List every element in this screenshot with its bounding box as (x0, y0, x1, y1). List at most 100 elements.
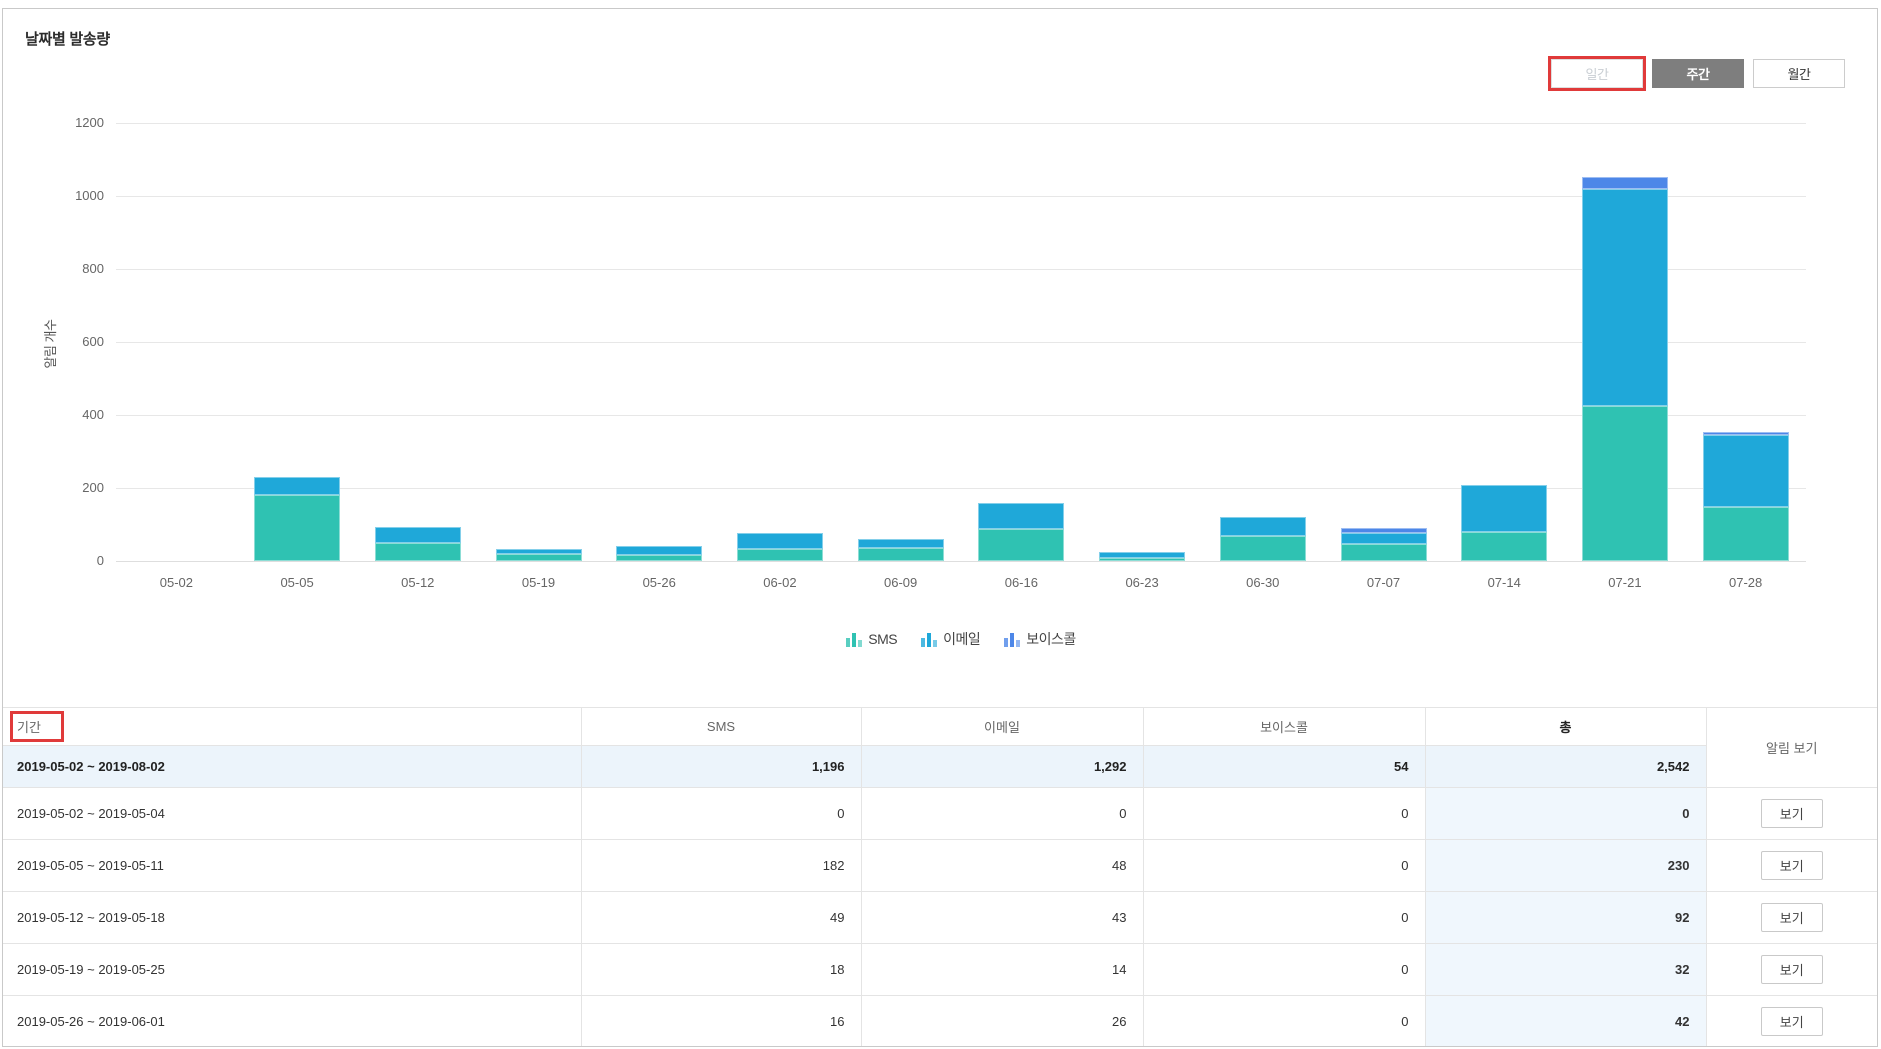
y-tick-label: 1000 (58, 188, 104, 203)
total-voice: 54 (1143, 746, 1425, 788)
bar-segment-이메일 (254, 477, 340, 495)
table-row: 2019-05-26 ~ 2019-06-011626042보기 (3, 996, 1877, 1048)
bar-07-07 (1341, 528, 1427, 561)
bar-05-19 (496, 549, 582, 561)
cell-total: 32 (1425, 944, 1706, 996)
cell-view: 보기 (1706, 840, 1877, 892)
bar-chart-icon (1004, 632, 1020, 647)
bar-segment-SMS (1341, 544, 1427, 561)
bar-06-02 (737, 533, 823, 561)
bar-chart-icon (846, 632, 862, 647)
bar-segment-SMS (978, 529, 1064, 561)
bar-06-23 (1099, 552, 1185, 561)
cell-voice: 0 (1143, 840, 1425, 892)
x-tick-label: 06-30 (1202, 575, 1323, 590)
cell-total: 0 (1425, 788, 1706, 840)
cell-total: 230 (1425, 840, 1706, 892)
gridline-400 (116, 415, 1806, 416)
table-header-row: 기간 SMS 이메일 보이스콜 총 알림 보기 (3, 708, 1877, 746)
header-voice: 보이스콜 (1143, 708, 1425, 746)
gridline-800 (116, 269, 1806, 270)
bar-segment-SMS (737, 549, 823, 561)
header-total: 총 (1425, 708, 1706, 746)
legend-item-보이스콜[interactable]: 보이스콜 (1004, 629, 1076, 649)
y-tick-label: 600 (58, 334, 104, 349)
x-tick-label: 06-16 (961, 575, 1082, 590)
x-tick-label: 06-23 (1082, 575, 1203, 590)
cell-voice: 0 (1143, 944, 1425, 996)
y-tick-label: 400 (58, 407, 104, 422)
header-email: 이메일 (861, 708, 1143, 746)
x-tick-label: 07-07 (1323, 575, 1444, 590)
x-tick-label: 06-09 (840, 575, 961, 590)
x-tick-label: 05-26 (599, 575, 720, 590)
table-body: 2019-05-02 ~ 2019-05-040000보기2019-05-05 … (3, 788, 1877, 1048)
bar-segment-SMS (1461, 532, 1547, 561)
bar-segment-SMS (1703, 507, 1789, 561)
cell-sms: 18 (581, 944, 861, 996)
cell-email: 0 (861, 788, 1143, 840)
bar-segment-SMS (496, 554, 582, 561)
view-button[interactable]: 보기 (1761, 903, 1823, 932)
legend-item-이메일[interactable]: 이메일 (921, 629, 980, 649)
table-row: 2019-05-05 ~ 2019-05-11182480230보기 (3, 840, 1877, 892)
cell-total: 42 (1425, 996, 1706, 1048)
header-period-label: 기간 (17, 720, 41, 735)
cell-email: 26 (861, 996, 1143, 1048)
bar-segment-이메일 (1341, 533, 1427, 544)
bar-segment-SMS (254, 495, 340, 561)
bar-segment-SMS (1099, 558, 1185, 561)
x-tick-label: 06-02 (719, 575, 840, 590)
bar-06-16 (978, 503, 1064, 561)
cell-voice: 0 (1143, 892, 1425, 944)
cell-voice: 0 (1143, 996, 1425, 1048)
volume-table: 기간 SMS 이메일 보이스콜 총 알림 보기 2019-05-02 ~ 201… (3, 707, 1877, 1047)
cell-period: 2019-05-02 ~ 2019-05-04 (3, 788, 581, 840)
daily-volume-panel: 날짜별 발송량 일간주간월간 알림 개수 0200400600800100012… (2, 8, 1878, 1047)
total-email: 1,292 (861, 746, 1143, 788)
bar-segment-이메일 (1703, 435, 1789, 507)
bar-07-14 (1461, 485, 1547, 561)
y-tick-label: 200 (58, 480, 104, 495)
gridline-1000 (116, 196, 1806, 197)
header-sms: SMS (581, 708, 861, 746)
cell-period: 2019-05-19 ~ 2019-05-25 (3, 944, 581, 996)
bar-segment-SMS (375, 543, 461, 561)
legend-label: SMS (868, 631, 897, 647)
bar-segment-이메일 (1461, 485, 1547, 532)
cell-period: 2019-05-12 ~ 2019-05-18 (3, 892, 581, 944)
cell-total: 92 (1425, 892, 1706, 944)
bar-07-28 (1703, 432, 1789, 561)
legend-label: 이메일 (943, 629, 980, 649)
cell-view: 보기 (1706, 788, 1877, 840)
total-sum: 2,542 (1425, 746, 1706, 788)
total-sms: 1,196 (581, 746, 861, 788)
table-total-row: 2019-05-02 ~ 2019-08-02 1,196 1,292 54 2… (3, 746, 1877, 788)
y-tick-label: 1200 (58, 115, 104, 130)
view-button[interactable]: 보기 (1761, 955, 1823, 984)
cell-period: 2019-05-26 ~ 2019-06-01 (3, 996, 581, 1048)
gridline-1200 (116, 123, 1806, 124)
annotation-box-period: 기간 (10, 711, 64, 742)
cell-email: 43 (861, 892, 1143, 944)
bar-06-09 (858, 539, 944, 561)
cell-sms: 0 (581, 788, 861, 840)
gridline-600 (116, 342, 1806, 343)
cell-period: 2019-05-05 ~ 2019-05-11 (3, 840, 581, 892)
view-button[interactable]: 보기 (1761, 799, 1823, 828)
bar-segment-SMS (616, 555, 702, 561)
bar-05-12 (375, 527, 461, 561)
bar-segment-이메일 (1582, 189, 1668, 407)
bar-segment-이메일 (858, 539, 944, 548)
cell-voice: 0 (1143, 788, 1425, 840)
bar-05-05 (254, 477, 340, 561)
bar-05-26 (616, 546, 702, 561)
x-tick-label: 05-05 (237, 575, 358, 590)
view-button[interactable]: 보기 (1761, 851, 1823, 880)
x-tick-label: 07-28 (1685, 575, 1806, 590)
legend-item-SMS[interactable]: SMS (846, 629, 897, 649)
view-button[interactable]: 보기 (1761, 1007, 1823, 1036)
y-axis-title: 알림 개수 (40, 299, 56, 389)
x-tick-label: 07-21 (1564, 575, 1685, 590)
x-tick-label: 05-19 (478, 575, 599, 590)
